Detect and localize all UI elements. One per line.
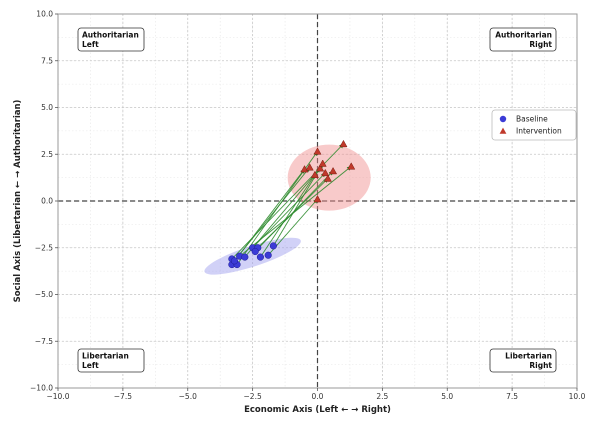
legend-box — [491, 109, 577, 141]
intervention-point — [321, 168, 330, 177]
x-tick-label: −7.5 — [114, 392, 132, 401]
y-tick-label: 7.5 — [41, 56, 53, 65]
legend-intervention-marker — [499, 127, 507, 134]
quadrant-label-line: Libertarian — [82, 352, 129, 361]
x-axis-label: Economic Axis (Left ← → Right) — [244, 405, 391, 415]
y-tick-label: −10.0 — [30, 384, 53, 393]
legend: Baseline Intervention — [491, 109, 577, 141]
x-tick-label: 10.0 — [569, 392, 586, 401]
x-tick-label: 2.5 — [376, 392, 388, 401]
quadrant-label-line: Authoritarian — [82, 31, 139, 40]
quadrant-label-box — [77, 348, 145, 373]
baseline-point — [230, 257, 239, 265]
y-tick-label: −7.5 — [35, 337, 53, 346]
baseline-points — [228, 242, 277, 269]
quadrant-label-line: Left — [82, 361, 99, 370]
legend-baseline-marker — [499, 115, 507, 123]
shift-arrow — [252, 172, 326, 249]
x-tick-label: −10.0 — [47, 392, 70, 401]
legend-intervention-label: Intervention — [516, 127, 562, 136]
quadrant-label-line: Right — [529, 361, 552, 370]
intervention-point — [310, 170, 319, 178]
baseline-point — [256, 253, 264, 261]
y-tick-label: −2.5 — [35, 243, 53, 252]
quadrant-label-box — [77, 27, 145, 52]
quadrant-label-box — [489, 27, 557, 52]
legend-baseline-label: Baseline — [516, 115, 548, 124]
intervention-point — [313, 147, 322, 155]
intervention-point — [347, 162, 356, 170]
intervention-point — [313, 195, 322, 203]
x-tick-label: 0.0 — [312, 392, 324, 401]
y-tick-label: 10.0 — [36, 10, 53, 19]
x-tick-label: −2.5 — [244, 392, 262, 401]
intervention-point — [316, 164, 325, 172]
baseline-point — [269, 242, 277, 250]
x-tick-label: 5.0 — [441, 392, 453, 401]
intervention-point — [323, 174, 332, 182]
intervention-point — [339, 139, 348, 148]
intervention-point — [305, 163, 314, 171]
intervention-point — [329, 166, 338, 175]
intervention-point — [318, 159, 327, 167]
quadrant-label-line: Left — [82, 40, 99, 49]
quadrant-label-box — [489, 348, 557, 373]
y-tick-label: 2.5 — [41, 150, 53, 159]
quadrant-label-line: Libertarian — [505, 352, 552, 361]
y-axis-label: Social Axis (Libertarian ← → Authoritari… — [13, 99, 23, 302]
baseline-point — [251, 247, 259, 256]
shift-arrow — [231, 143, 344, 260]
x-tick-labels: −10.0 −7.5 −5.0 −2.5 0.0 2.5 5.0 7.5 10.0 — [47, 388, 586, 401]
shift-arrow — [254, 170, 334, 252]
baseline-point — [241, 253, 249, 261]
shift-arrow — [234, 166, 311, 262]
x-tick-label: 7.5 — [506, 392, 518, 401]
y-tick-labels: −10.0 −7.5 −5.0 −2.5 0.0 2.5 5.0 7.5 10.0 — [30, 10, 58, 393]
y-tick-label: −5.0 — [35, 290, 53, 299]
shift-arrow — [260, 174, 316, 258]
y-tick-label: 0.0 — [41, 197, 53, 206]
quadrant-label-line: Right — [529, 40, 552, 49]
intervention-points — [300, 139, 356, 203]
y-tick-label: 5.0 — [41, 103, 53, 112]
quadrant-label-line: Authoritarian — [495, 31, 552, 40]
x-tick-label: −5.0 — [179, 392, 197, 401]
baseline-point — [264, 251, 272, 259]
